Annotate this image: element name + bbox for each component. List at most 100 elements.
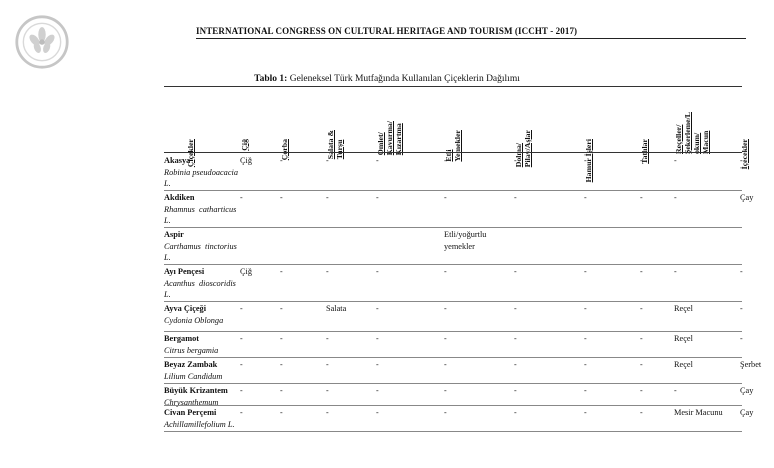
table-cell: - [240, 408, 243, 417]
scientific-name: Achillamillefolium L. [164, 419, 235, 429]
table-header: Çiçekler Çiğ Çorba Salata & Turşu Omlet/ Kav… [186, 86, 749, 182]
table-cell: - [444, 386, 447, 395]
table-cell: - [280, 193, 283, 202]
table-row: Bergamot Citrus bergamia - - - - - - - - Reçel - [164, 332, 743, 358]
congress-logo-icon [15, 15, 69, 69]
scientific-name: Chrysanthemum [164, 397, 219, 407]
row-rule [164, 383, 742, 384]
table-cell: - [376, 408, 379, 417]
table-cell: - [740, 267, 743, 276]
table-cell: - [640, 386, 643, 395]
scientific-name: Lilium Candidum [164, 371, 223, 381]
table-caption-text: Geleneksel Türk Mutfağında Kullanılan Çi… [289, 74, 520, 84]
row-rule [164, 331, 742, 332]
header-rule [196, 38, 746, 39]
scientific-name: Acanthus dioscoridis [164, 278, 236, 288]
row-rule [164, 264, 742, 265]
scientific-name: L. [164, 179, 171, 188]
table-cell: - [514, 267, 517, 276]
table-cell: - [514, 360, 517, 369]
table-cell: - [376, 386, 379, 395]
table-cell: - [280, 304, 283, 313]
table-cell: Çiğ [240, 156, 252, 165]
table-cell: - [640, 408, 643, 417]
scientific-name: Cydonia Oblonga [164, 315, 224, 325]
table-cell: - [326, 267, 329, 276]
scientific-name: L. [164, 216, 171, 225]
table-cell: - [326, 156, 329, 165]
table-cell: - [584, 193, 587, 202]
table-cell: - [240, 193, 243, 202]
table-cell: Reçel [674, 334, 693, 343]
table-row: Akdiken Rhamnus catharticus L. - - - - - - - - - Çay [164, 191, 753, 228]
table-caption-label: Tablo 1: [254, 74, 288, 84]
flower-name: Bergamot [164, 334, 200, 343]
table-row: Ayva Çiçeği Cydonia Oblonga - - Salata - - - - - R… [164, 302, 743, 332]
scientific-name: Carthamus tinctorius [164, 241, 237, 251]
table-row: Akasya Robinia pseudoacacia L. Çiğ - - - - - - - - - [164, 154, 743, 191]
table-cell: - [376, 334, 379, 343]
table-caption: Tablo 1: Geleneksel Türk Mutfağında Kull… [0, 74, 774, 84]
flower-cell: Büyük Krizantem Chrysanthemum [164, 385, 228, 408]
scientific-name: L. [164, 253, 171, 262]
table-cell: - [640, 156, 643, 165]
flower-cell: Beyaz Zambak Lilium Candidum [164, 359, 222, 382]
table-cell: Çiğ [240, 267, 252, 276]
row-rule [164, 431, 742, 432]
table-cell: - [740, 304, 743, 313]
table-cell: - [240, 386, 243, 395]
table-cell: - [640, 360, 643, 369]
table-cell: Şerbet [740, 360, 762, 369]
flower-name: Akdiken [164, 193, 195, 202]
column-header-label: Omlet/ Kavurma/ Kızartma [376, 121, 403, 156]
table-cell: - [584, 408, 587, 417]
table-cell: - [326, 408, 329, 417]
table-cell: - [376, 156, 379, 165]
flower-cell: Ayı Pençesi Acanthus dioscoridis L. [164, 266, 236, 301]
flower-cell: Civan Perçemi Achillamillefolium L. [164, 407, 235, 430]
flower-name: Ayva Çiçeği [164, 304, 207, 313]
table-cell: - [444, 156, 447, 165]
conference-header: INTERNATIONAL CONGRESS ON CULTURAL HERIT… [196, 26, 578, 36]
flower-name: Civan Perçemi [164, 408, 217, 417]
table-cell: - [674, 386, 677, 395]
table-row: Aspir Carthamus tinctorius L. Etli/yoğurtlu… [164, 228, 742, 265]
table-cell: - [280, 267, 283, 276]
flower-cell: Ayva Çiçeği Cydonia Oblonga [164, 303, 223, 326]
flower-name: Büyük Krizantem [164, 386, 228, 395]
table-cell: - [326, 334, 329, 343]
table-cell: - [674, 193, 677, 202]
table-cell: - [514, 408, 517, 417]
table-cell: Salata [326, 304, 347, 313]
scientific-name: Robinia pseudoacacia [164, 167, 238, 177]
scientific-name: Rhamnus catharticus [164, 204, 237, 214]
table-cell: - [584, 334, 587, 343]
flower-cell: Bergamot Citrus bergamia [164, 333, 218, 356]
row-rule [164, 357, 742, 358]
table-cell: - [376, 193, 379, 202]
column-header-label: Reçeller/ Şekerleme/L okum/ Macun [674, 112, 710, 155]
flower-name: Beyaz Zambak [164, 360, 218, 369]
flower-name: Ayı Pençesi [164, 267, 205, 276]
table-row: Ayı Pençesi Acanthus dioscoridis L. Çiğ - - - -… [164, 265, 743, 302]
scientific-name: L. [164, 290, 171, 299]
table-cell: - [584, 304, 587, 313]
flower-cell: Akasya Robinia pseudoacacia L. [164, 155, 238, 190]
table-cell: - [740, 156, 743, 165]
table-cell: - [674, 156, 677, 165]
table-cell: - [280, 156, 283, 165]
table-cell: - [674, 267, 677, 276]
table-cell: - [514, 334, 517, 343]
table-cell: Etli/yoğurtlu yemekler [444, 230, 487, 251]
table-cell: Çay [740, 408, 754, 417]
table-row: Civan Perçemi Achillamillefolium L. - - - - - -… [164, 406, 753, 432]
table-cell: - [584, 267, 587, 276]
flower-name: Aspir [164, 230, 184, 239]
table-cell: Çay [740, 386, 754, 395]
flower-cell: Akdiken Rhamnus catharticus L. [164, 192, 236, 227]
table-cell: Reçel [674, 304, 693, 313]
row-rule [164, 405, 742, 406]
table-cell: - [514, 304, 517, 313]
table-cell: - [280, 334, 283, 343]
table-cell: - [376, 360, 379, 369]
